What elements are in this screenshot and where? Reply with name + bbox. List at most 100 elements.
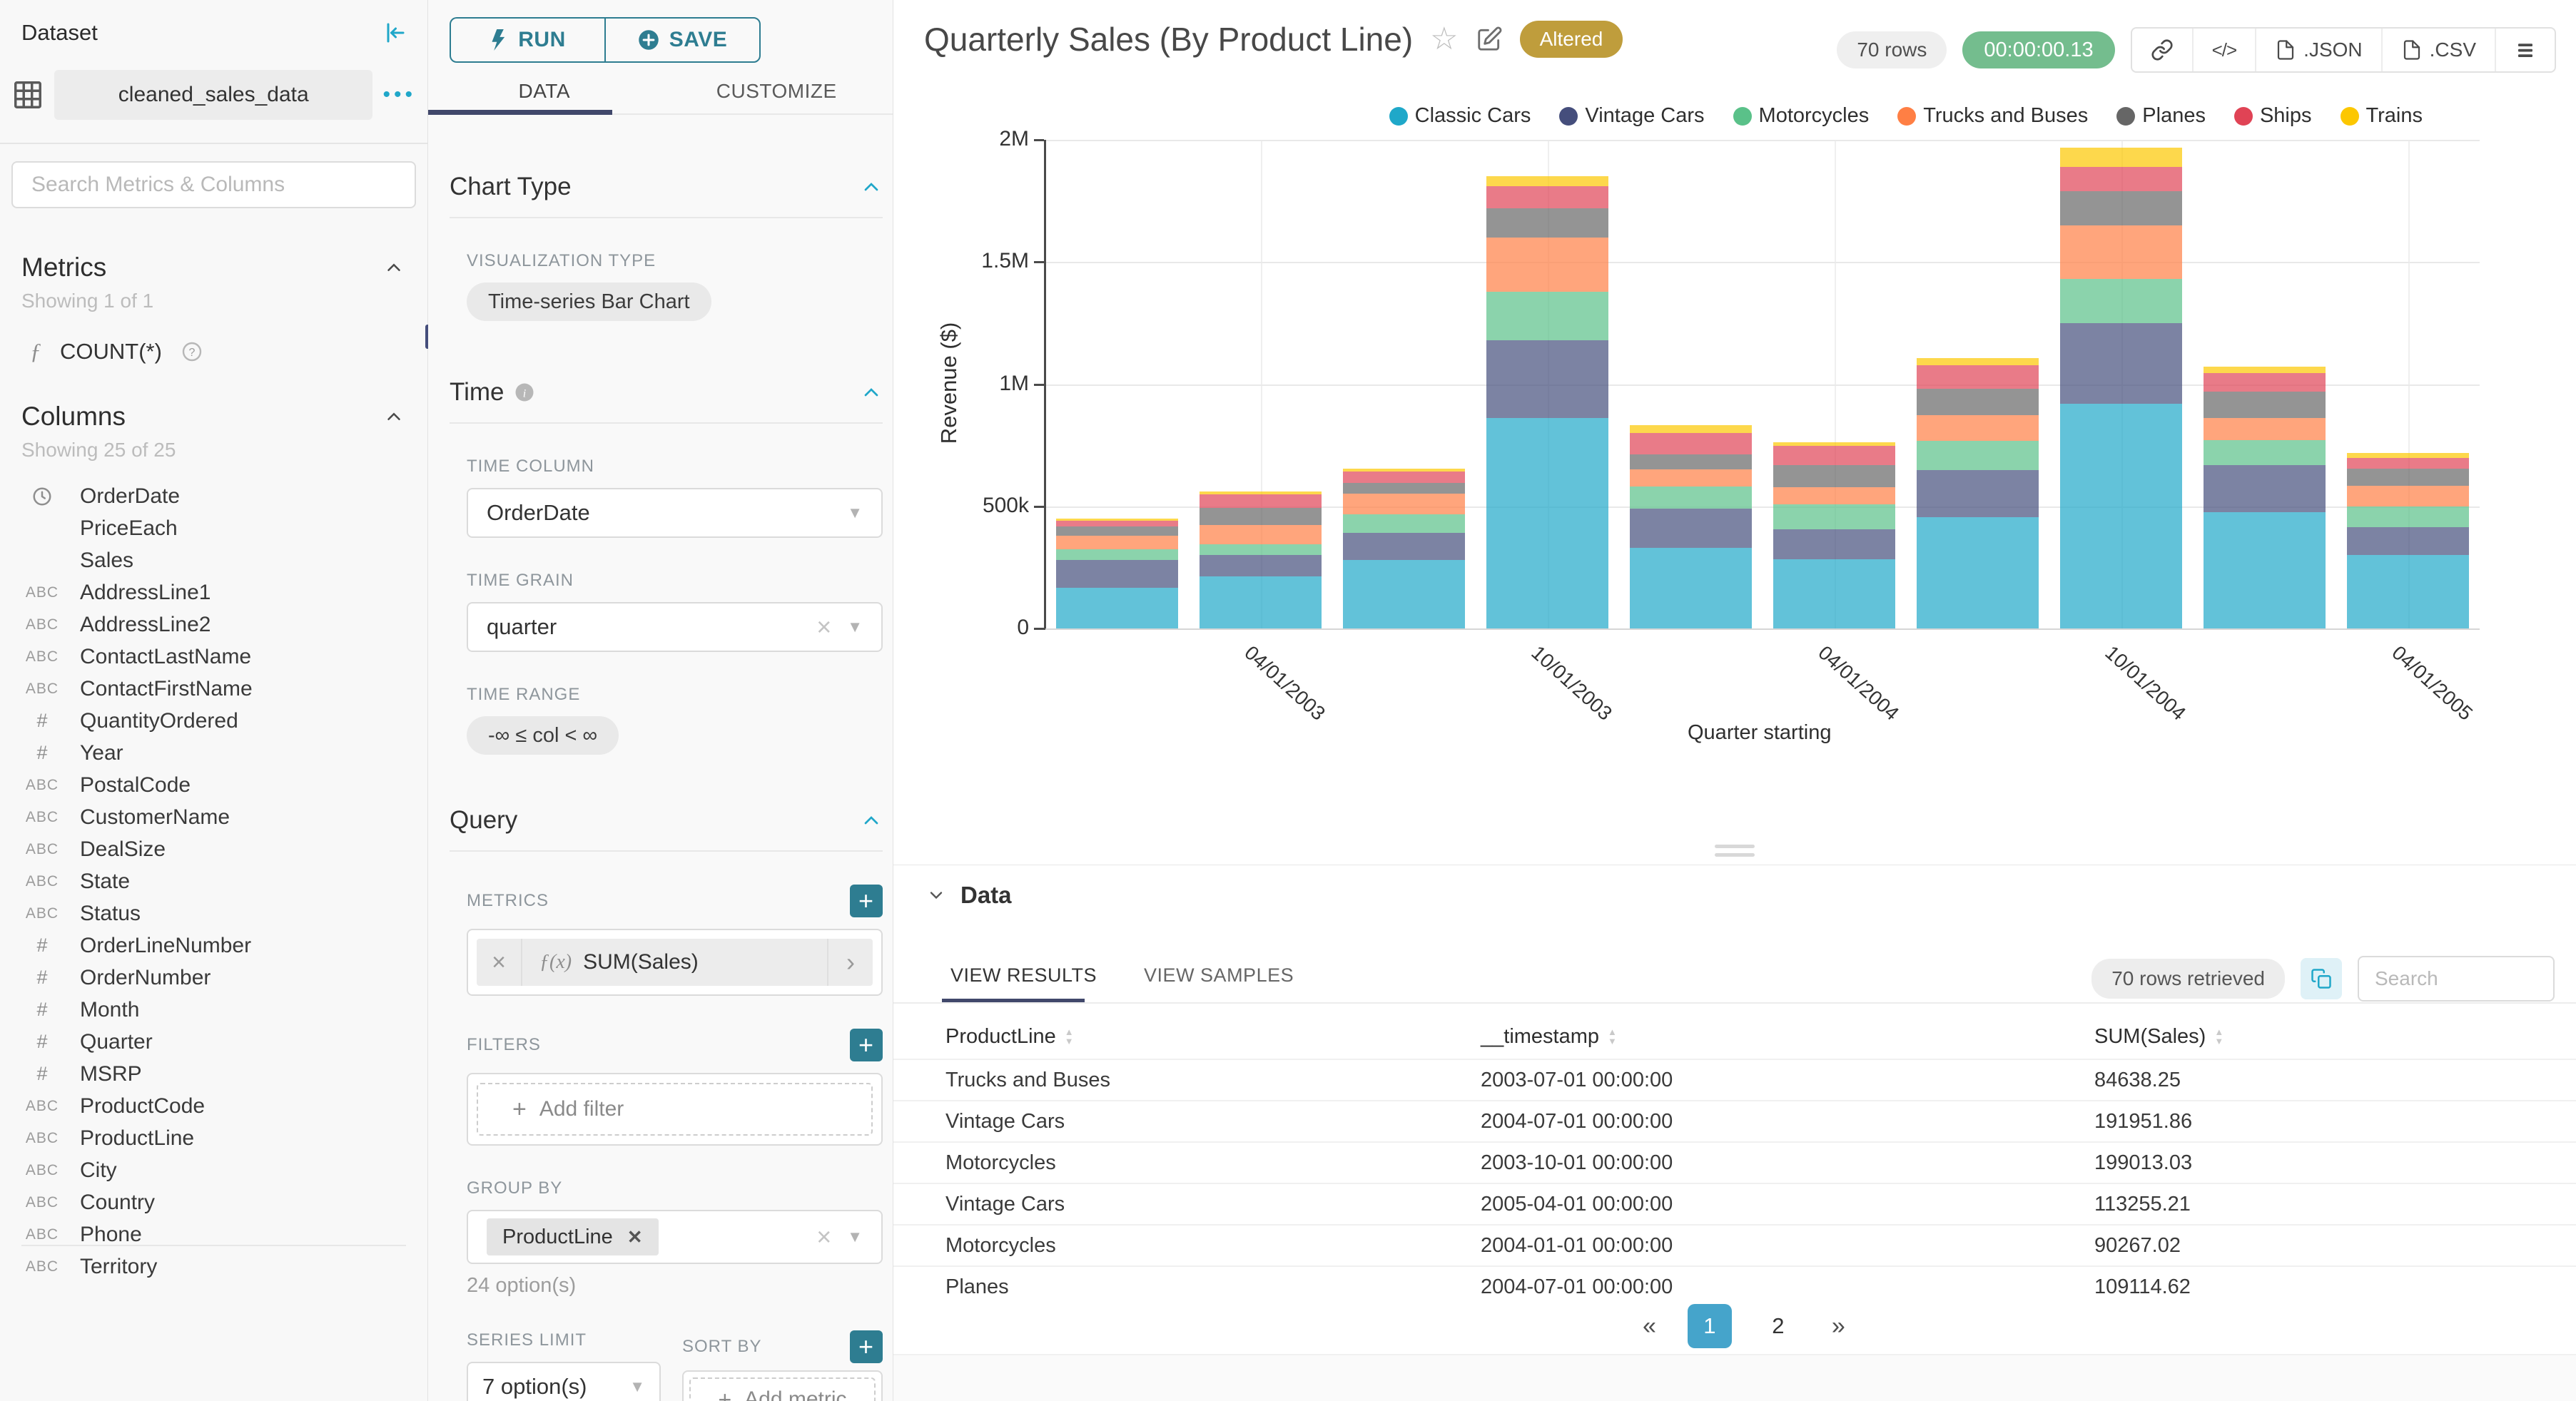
bar-segment[interactable]	[2347, 457, 2469, 469]
time-grain-select[interactable]: quarter × ▼	[467, 602, 883, 652]
clear-icon[interactable]: ×	[816, 612, 832, 641]
series-limit-select[interactable]: 7 option(s) ▼	[467, 1362, 661, 1401]
table-row[interactable]: Trucks and Buses 2003-07-01 00:00:00 84638…	[893, 1059, 2576, 1100]
bar-segment[interactable]	[1200, 494, 1322, 509]
bar-segment[interactable]	[2347, 469, 2469, 486]
remove-metric-icon[interactable]: ×	[477, 939, 522, 986]
column-item[interactable]: ABC ContactLastName	[0, 641, 427, 673]
bar-segment[interactable]	[1486, 238, 1608, 292]
remove-chip-icon[interactable]: ✕	[627, 1226, 643, 1248]
columns-collapse-icon[interactable]	[383, 406, 405, 427]
time-collapse-icon[interactable]	[860, 381, 883, 404]
table-row[interactable]: Motorcycles 2003-10-01 00:00:00 199013.03	[893, 1141, 2576, 1183]
legend-item[interactable]: Classic Cars	[1389, 104, 1531, 128]
bar-segment[interactable]	[1343, 482, 1465, 494]
time-range-value[interactable]: -∞ ≤ col < ∞	[467, 716, 619, 755]
export-csv-button[interactable]: .CSV	[2380, 29, 2495, 71]
data-search-input[interactable]	[2358, 956, 2555, 1002]
legend-item[interactable]: Ships	[2233, 104, 2312, 128]
add-metric-button[interactable]: +	[850, 885, 883, 917]
bar-segment[interactable]	[1630, 433, 1752, 455]
bar-segment[interactable]	[1917, 365, 2039, 389]
column-item[interactable]: OrderDate	[0, 480, 427, 512]
metric-chip[interactable]: × ƒ(x) SUM(Sales) ›	[477, 939, 873, 986]
bar-segment[interactable]	[1630, 424, 1752, 434]
bar-segment[interactable]	[2347, 506, 2469, 528]
legend-item[interactable]: Vintage Cars	[1559, 104, 1705, 128]
bar-segment[interactable]	[1773, 442, 1895, 447]
legend-item[interactable]: Planes	[2116, 104, 2206, 128]
bar-segment[interactable]	[2060, 322, 2182, 404]
bar-segment[interactable]	[1486, 291, 1608, 340]
chevron-right-icon[interactable]: ›	[827, 939, 873, 986]
column-item[interactable]: ABC State	[0, 865, 427, 897]
bar-segment[interactable]	[1200, 576, 1322, 628]
time-column-select[interactable]: OrderDate ▼	[467, 488, 883, 538]
bar-segment[interactable]	[2204, 366, 2326, 374]
collapse-sidebar-icon[interactable]	[382, 20, 407, 46]
bar-segment[interactable]	[1343, 468, 1465, 472]
column-item[interactable]: ABC City	[0, 1154, 427, 1186]
bar-segment[interactable]	[2060, 190, 2182, 225]
dataset-options-icon[interactable]: •••	[382, 83, 416, 106]
group-by-select[interactable]: ProductLine ✕ × ▼	[467, 1210, 883, 1264]
save-button[interactable]: SAVE	[606, 19, 759, 61]
bar-segment[interactable]	[2204, 440, 2326, 465]
bar-segment[interactable]	[2204, 464, 2326, 513]
search-metrics-columns-input[interactable]	[11, 161, 416, 208]
bar-segment[interactable]	[1200, 525, 1322, 545]
column-item[interactable]: # Quarter	[0, 1026, 427, 1058]
column-item[interactable]: ABC ContactFirstName	[0, 673, 427, 705]
bar-segment[interactable]	[1343, 533, 1465, 560]
clear-icon[interactable]: ×	[816, 1222, 832, 1251]
bar-segment[interactable]	[1917, 415, 2039, 442]
visualization-type-value[interactable]: Time-series Bar Chart	[467, 282, 711, 321]
bar-segment[interactable]	[1773, 446, 1895, 465]
bar-segment[interactable]	[2060, 225, 2182, 280]
tab-view-results[interactable]: VIEW RESULTS	[950, 964, 1097, 986]
bar-segment[interactable]	[1773, 464, 1895, 487]
bar-segment[interactable]	[1056, 549, 1178, 561]
pagination-page-button[interactable]: 2	[1772, 1313, 1785, 1338]
favorite-star-icon[interactable]: ☆	[1430, 21, 1459, 56]
bar-segment[interactable]	[1056, 536, 1178, 549]
metrics-collapse-icon[interactable]	[383, 257, 405, 278]
column-item[interactable]: ABC Phone	[0, 1218, 427, 1250]
pagination-page-button[interactable]: 1	[1687, 1304, 1732, 1348]
table-row[interactable]: Motorcycles 2004-01-01 00:00:00 90267.02	[893, 1224, 2576, 1265]
column-item[interactable]: # Month	[0, 994, 427, 1026]
bar-segment[interactable]	[1486, 340, 1608, 419]
bar-segment[interactable]	[2060, 147, 2182, 167]
tab-customize[interactable]: CUSTOMIZE	[716, 80, 837, 102]
column-item[interactable]: ABC ProductCode	[0, 1090, 427, 1122]
bar-segment[interactable]	[2204, 512, 2326, 628]
bar-segment[interactable]	[1630, 469, 1752, 486]
bar-segment[interactable]	[2204, 373, 2326, 392]
sort-icon[interactable]: ▲ ▼	[1608, 1026, 1617, 1046]
pagination-next-button[interactable]: »	[1831, 1312, 1845, 1340]
bar-segment[interactable]	[1056, 526, 1178, 536]
bar-segment[interactable]	[1773, 504, 1895, 529]
legend-item[interactable]: Motorcycles	[1733, 104, 1869, 128]
panel-drag-handle[interactable]	[1715, 845, 1755, 862]
altered-badge[interactable]: Altered	[1519, 21, 1623, 58]
edit-title-icon[interactable]	[1476, 26, 1503, 53]
column-item[interactable]: ABC PostalCode	[0, 769, 427, 801]
bar-segment[interactable]	[1200, 544, 1322, 556]
embed-code-button[interactable]: </>	[2191, 29, 2256, 71]
column-item[interactable]: ABC AddressLine2	[0, 608, 427, 641]
bar-segment[interactable]	[1343, 471, 1465, 483]
bar-segment[interactable]	[1486, 418, 1608, 628]
dataset-name[interactable]: cleaned_sales_data	[54, 70, 373, 120]
tab-data[interactable]: DATA	[518, 80, 571, 102]
bar-segment[interactable]	[1343, 494, 1465, 515]
bar-segment[interactable]	[1917, 470, 2039, 518]
menu-button[interactable]	[2495, 29, 2555, 71]
column-item[interactable]: PriceEach	[0, 512, 427, 544]
copy-data-button[interactable]	[2301, 958, 2342, 999]
bar-segment[interactable]	[1200, 508, 1322, 526]
column-item[interactable]: ABC Status	[0, 897, 427, 929]
add-filter-button[interactable]: +	[850, 1029, 883, 1061]
bar-segment[interactable]	[1630, 547, 1752, 628]
sort-icon[interactable]: ▲ ▼	[2214, 1026, 2224, 1046]
